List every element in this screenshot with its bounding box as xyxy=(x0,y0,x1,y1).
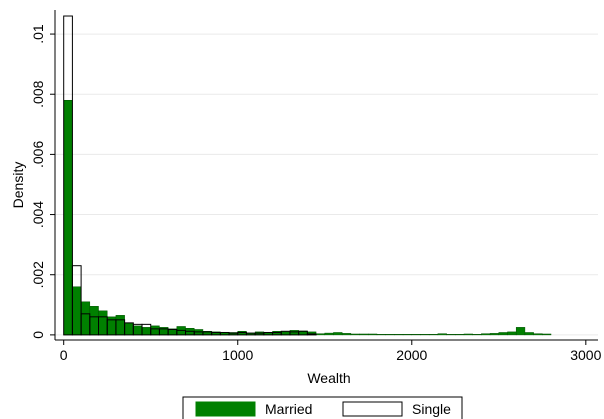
bar xyxy=(71,265,82,336)
bar xyxy=(472,334,482,336)
y-tick-label: .006 xyxy=(30,141,46,168)
x-tick-label: 0 xyxy=(60,347,68,363)
x-axis-label: Wealth xyxy=(307,370,350,386)
bar xyxy=(481,333,491,336)
bar xyxy=(420,334,430,336)
bar xyxy=(72,286,82,336)
bar xyxy=(411,334,421,336)
bar xyxy=(141,327,151,336)
bar xyxy=(298,330,308,336)
bar xyxy=(455,334,465,336)
y-axis-label: Density xyxy=(10,162,26,209)
y-tick-label: 0 xyxy=(30,331,46,339)
legend-label: Single xyxy=(412,401,451,417)
bar xyxy=(463,333,473,336)
y-tick-label: .004 xyxy=(30,201,46,228)
bar xyxy=(63,15,73,336)
bar xyxy=(272,331,282,336)
bar xyxy=(402,334,413,336)
bar xyxy=(89,306,99,336)
bar xyxy=(350,333,360,336)
bar xyxy=(489,333,500,336)
x-tick-label: 1000 xyxy=(222,347,253,363)
bar xyxy=(124,322,134,336)
bar xyxy=(341,333,352,336)
legend-swatch xyxy=(342,401,403,417)
bar xyxy=(289,330,299,336)
y-tick-label: .002 xyxy=(30,261,46,288)
bar xyxy=(63,99,73,336)
bar xyxy=(542,333,552,336)
bar xyxy=(115,315,125,336)
bar xyxy=(237,331,247,336)
bar xyxy=(515,327,526,336)
y-tick-label: .008 xyxy=(30,80,46,107)
bar xyxy=(507,331,517,336)
y-tick-label: .01 xyxy=(30,24,46,44)
bar xyxy=(315,333,326,336)
bar xyxy=(133,325,143,336)
legend-swatch xyxy=(195,401,256,417)
bar xyxy=(385,334,395,336)
bar xyxy=(498,332,508,336)
bar xyxy=(98,310,108,336)
bar xyxy=(533,333,543,336)
bar xyxy=(524,332,534,336)
x-tick-label: 3000 xyxy=(570,347,601,363)
legend-label: Married xyxy=(265,401,312,417)
bar xyxy=(437,333,447,336)
bar xyxy=(80,301,91,336)
bar xyxy=(359,333,369,336)
bar xyxy=(368,333,378,336)
bar xyxy=(376,334,386,336)
bar xyxy=(446,334,456,336)
bar xyxy=(306,333,317,336)
bar xyxy=(150,325,160,336)
bar xyxy=(394,334,404,336)
bar xyxy=(324,332,334,336)
bar xyxy=(333,332,343,336)
x-tick-label: 2000 xyxy=(396,347,427,363)
bar xyxy=(428,334,439,336)
